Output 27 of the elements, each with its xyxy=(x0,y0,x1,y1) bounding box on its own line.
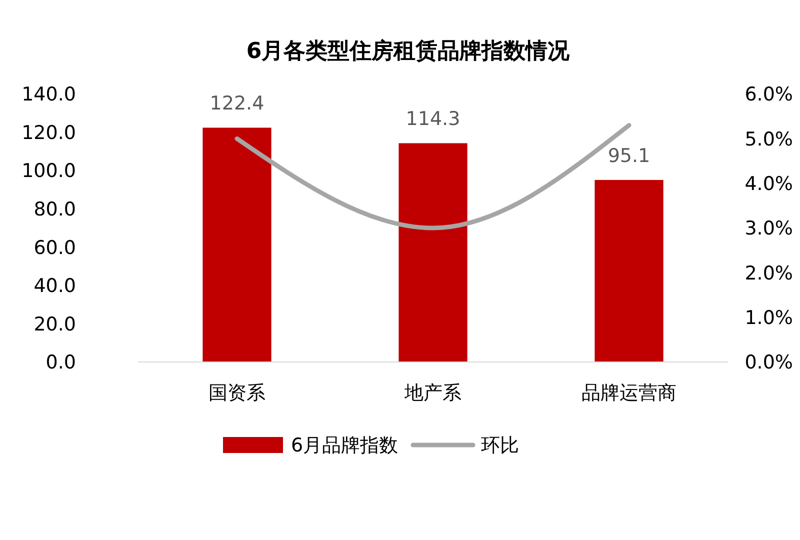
x-tick-label: 国资系 xyxy=(208,382,266,404)
chart-title: 6月各类型住房租赁品牌指数情况 xyxy=(246,38,571,64)
y2-tick-label: 4.0% xyxy=(744,172,793,195)
y2-tick-label: 1.0% xyxy=(744,306,793,329)
y-tick-label: 60.0 xyxy=(34,236,76,259)
y-tick-label: 80.0 xyxy=(34,198,76,221)
y-tick-label: 20.0 xyxy=(34,313,76,336)
data-label: 95.1 xyxy=(608,144,650,167)
legend-label: 环比 xyxy=(481,434,519,457)
bar xyxy=(398,143,468,362)
data-label: 114.3 xyxy=(406,108,460,130)
data-label: 122.4 xyxy=(210,92,264,115)
y2-tick-label: 5.0% xyxy=(744,128,793,150)
y2-tick-label: 0.0% xyxy=(744,352,793,374)
bar xyxy=(594,180,664,362)
y-tick-label: 0.0 xyxy=(46,352,76,374)
y-tick-label: 140.0 xyxy=(22,84,76,106)
x-tick-label: 品牌运营商 xyxy=(582,382,677,404)
x-tick-label: 地产系 xyxy=(404,382,462,404)
bar xyxy=(202,128,272,362)
y2-tick-label: 6.0% xyxy=(744,84,793,106)
legend-label: 6月品牌指数 xyxy=(291,434,398,457)
y-tick-label: 100.0 xyxy=(22,160,76,182)
y-tick-label: 120.0 xyxy=(22,122,76,144)
y2-tick-label: 2.0% xyxy=(744,262,793,284)
y-tick-label: 40.0 xyxy=(34,275,76,298)
y2-tick-label: 3.0% xyxy=(744,218,793,240)
